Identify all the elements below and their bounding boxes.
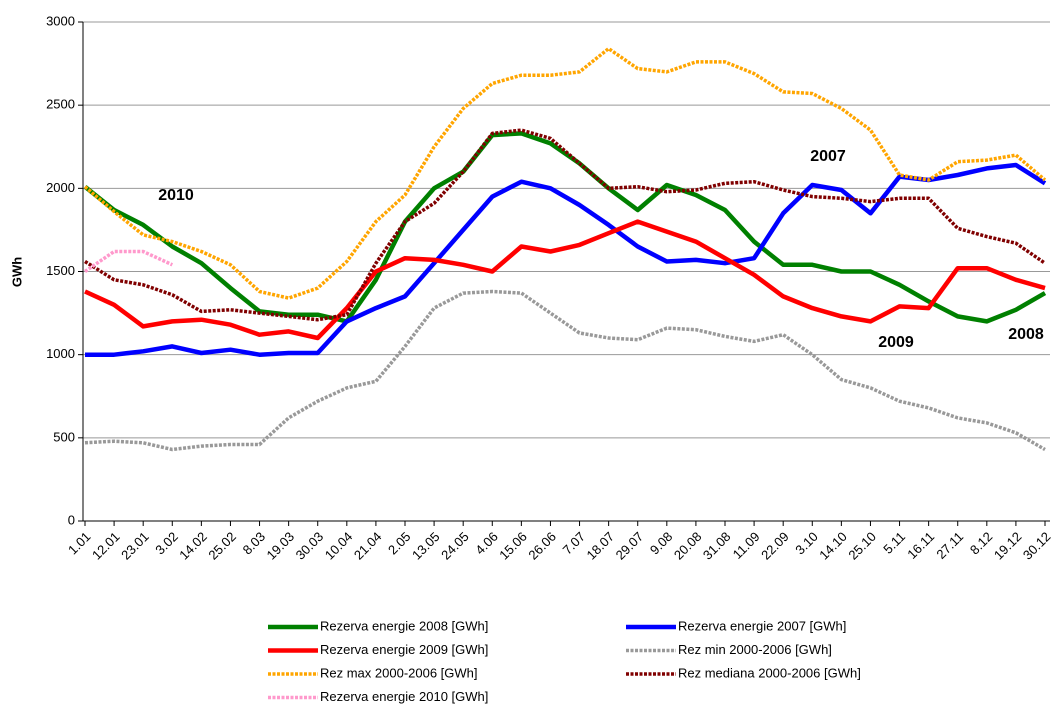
series-line <box>85 162 1047 357</box>
x-tick-label: 14.10 <box>816 529 850 563</box>
x-tick-label: 24.05 <box>438 529 472 563</box>
x-tick-label: 10.04 <box>322 529 356 563</box>
x-tick-label: 11.09 <box>730 529 763 562</box>
x-tick-label: 26.06 <box>525 529 559 563</box>
series-line <box>84 289 1046 452</box>
series-line <box>83 46 1047 300</box>
x-tick-label: 18.07 <box>584 529 618 563</box>
y-tick-label: 3000 <box>46 13 75 28</box>
series-line <box>84 219 1046 341</box>
legend-label: Rezerva energie 2009 [GWh] <box>320 642 488 657</box>
x-tick-label: 27.11 <box>933 529 966 562</box>
legend-label: Rezerva energie 2008 [GWh] <box>320 618 488 633</box>
x-tick-label: 5.11 <box>880 529 908 557</box>
x-tick-label: 20.08 <box>671 529 705 563</box>
legend-label: Rezerva energie 2007 [GWh] <box>678 618 846 633</box>
x-tick-label: 22.09 <box>758 529 792 563</box>
legend-label: Rez mediana 2000-2006 [GWh] <box>678 665 861 680</box>
series-line <box>84 128 1046 322</box>
x-tick-label: 23.01 <box>118 529 152 563</box>
x-tick-label: 19.12 <box>991 529 1025 563</box>
annotation: 2009 <box>878 334 914 351</box>
annotation: 2008 <box>1008 326 1044 343</box>
legend-label: Rezerva energie 2010 [GWh] <box>320 689 488 704</box>
x-tick-label: 29.07 <box>613 529 647 563</box>
y-axis-label: GWh <box>9 257 24 287</box>
x-tick-label: 16.11 <box>904 529 937 562</box>
series-line <box>84 249 174 273</box>
legend-label: Rez min 2000-2006 [GWh] <box>678 642 832 657</box>
y-tick-label: 1500 <box>46 263 75 278</box>
x-tick-label: 25.10 <box>845 529 879 563</box>
annotation: 2010 <box>158 187 194 204</box>
y-tick-label: 2000 <box>46 180 75 195</box>
legend-label: Rez max 2000-2006 [GWh] <box>320 665 478 680</box>
x-tick-label: 31.08 <box>700 529 734 563</box>
x-tick-label: 12.01 <box>89 529 123 563</box>
x-tick-label: 15.06 <box>496 529 530 563</box>
annotation: 2007 <box>810 148 846 165</box>
y-tick-label: 500 <box>53 429 75 444</box>
x-tick-label: 30.12 <box>1020 529 1051 563</box>
series-line <box>83 131 1047 324</box>
x-tick-label: 25.02 <box>205 529 239 563</box>
y-tick-label: 1000 <box>46 346 75 361</box>
y-tick-label: 0 <box>68 512 75 527</box>
y-tick-label: 2500 <box>46 97 75 112</box>
x-tick-label: 13.05 <box>409 529 443 563</box>
x-tick-label: 21.04 <box>351 529 385 563</box>
x-tick-label: 19.03 <box>264 529 298 563</box>
x-tick-label: 30.03 <box>293 529 327 563</box>
x-tick-label: 14.02 <box>176 529 210 563</box>
